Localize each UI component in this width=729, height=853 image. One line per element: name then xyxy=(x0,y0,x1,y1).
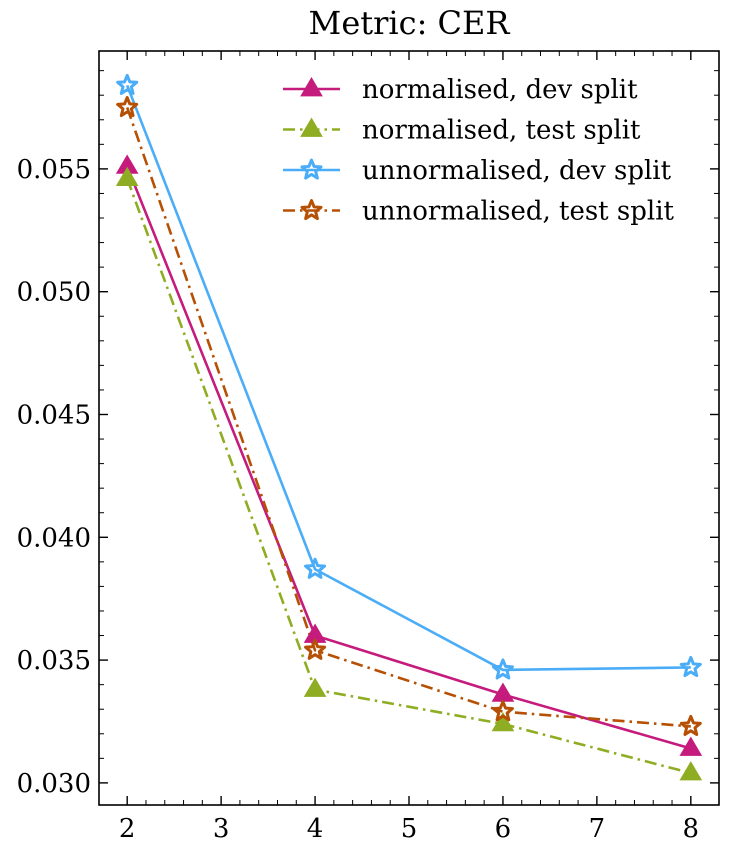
data-point-s2-4 xyxy=(679,761,703,781)
plot-frame xyxy=(98,50,720,806)
y-tick-label: 0.040 xyxy=(17,523,91,553)
legend-label-3: unnormalised, dev split xyxy=(362,156,672,186)
y-tick-label: 0.030 xyxy=(17,769,91,799)
data-point-s4-2 xyxy=(304,638,327,660)
data-point-s4-1 xyxy=(116,95,139,118)
data-point-s2-3 xyxy=(491,711,515,732)
y-tick-label: 0.055 xyxy=(17,155,91,185)
legend-label-4: unnormalised, test split xyxy=(362,197,675,227)
x-tick-label: 6 xyxy=(495,814,512,844)
x-tick-label: 3 xyxy=(213,814,230,844)
x-tick-label: 7 xyxy=(589,814,606,844)
y-tick-label: 0.045 xyxy=(17,400,91,430)
data-point-s4-4 xyxy=(679,714,702,736)
legend: normalised, dev split normalised, test sp… xyxy=(283,75,675,227)
legend-marker-3 xyxy=(300,158,323,180)
data-point-s1-4 xyxy=(679,736,703,756)
series-line-1 xyxy=(125,165,692,750)
series-lines xyxy=(125,84,692,775)
series-line-3 xyxy=(125,84,691,672)
series-line-4 xyxy=(125,107,691,728)
series-line-2 xyxy=(125,178,692,775)
legend-marker-4 xyxy=(300,199,323,221)
data-point-s4-3 xyxy=(491,700,514,722)
data-point-s2-1 xyxy=(115,166,139,187)
x-tick-label: 8 xyxy=(683,814,700,844)
x-tick-label: 2 xyxy=(119,814,136,844)
x-tick-label: 5 xyxy=(401,814,418,844)
data-point-s3-2 xyxy=(304,557,327,579)
data-point-s3-4 xyxy=(679,655,702,678)
chart-title: Metric: CER xyxy=(309,4,511,42)
legend-marker-1 xyxy=(300,77,323,97)
data-point-s3-3 xyxy=(491,658,514,680)
y-tick-label: 0.035 xyxy=(17,646,91,676)
series-markers xyxy=(115,73,703,781)
legend-label-1: normalised, dev split xyxy=(362,75,638,105)
data-point-s3-1 xyxy=(116,73,139,95)
axis-ticks: 2 3 4 5 6 7 8 0.030 0.035 0.040 0.045 0.050 0.055 xyxy=(17,51,719,844)
legend-marker-2 xyxy=(300,117,323,137)
x-tick-label: 4 xyxy=(307,814,324,844)
legend-label-2: normalised, test split xyxy=(362,116,641,146)
y-tick-label: 0.050 xyxy=(17,278,91,308)
data-point-s2-2 xyxy=(303,677,327,697)
